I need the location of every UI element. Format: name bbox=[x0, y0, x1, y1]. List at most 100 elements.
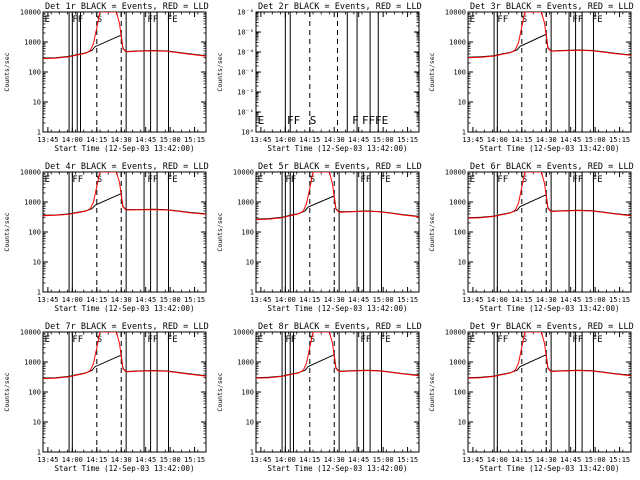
x-tick-label: 14:15 bbox=[299, 136, 320, 144]
marker-label: FF bbox=[497, 15, 508, 25]
y-tick-label: 1 bbox=[250, 449, 254, 457]
y-tick-label: 10000 bbox=[445, 329, 466, 337]
y-tick-label: 1 bbox=[37, 449, 41, 457]
x-tick-label: 14:00 bbox=[487, 136, 508, 144]
x-tick-label: 14:15 bbox=[299, 296, 320, 304]
panel-det-3r: Det 3r BLACK = Events, RED = LLD Counts/s… bbox=[428, 2, 634, 153]
marker-label: S bbox=[310, 114, 317, 127]
lld-series-line bbox=[43, 12, 206, 60]
plot-frame bbox=[42, 171, 207, 293]
x-tick-label: 14:30 bbox=[324, 296, 345, 304]
panel-title: Det 5r BLACK = Events, RED = LLD bbox=[258, 162, 422, 172]
y-tick-label: 100 bbox=[241, 389, 254, 397]
x-tick-label: 13:45 bbox=[37, 456, 58, 464]
marker-label: FF bbox=[572, 335, 583, 345]
x-tick-label: 14:30 bbox=[324, 456, 345, 464]
y-tick-label: 1 bbox=[462, 289, 466, 297]
marker-label: E bbox=[470, 15, 475, 25]
y-tick-label: 10000 bbox=[20, 169, 41, 177]
marker-label: E bbox=[258, 114, 265, 127]
x-axis-label: Start Time (12-Sep-03 13:42:00) bbox=[55, 144, 195, 153]
y-tick-label: 10000 bbox=[20, 329, 41, 337]
marker-label: FF bbox=[497, 175, 508, 185]
lld-series-line bbox=[256, 332, 419, 379]
y-tick-label: 1 bbox=[37, 289, 41, 297]
y-tick-label: 100 bbox=[453, 69, 466, 77]
marker-label: E bbox=[470, 175, 475, 185]
x-tick-label: 14:45 bbox=[560, 296, 581, 304]
plot-frame bbox=[467, 11, 632, 133]
x-tick-label: 15:15 bbox=[609, 296, 630, 304]
marker-label: FE bbox=[592, 335, 603, 345]
x-tick-label: 14:00 bbox=[487, 456, 508, 464]
x-tick-label: 13:45 bbox=[250, 296, 271, 304]
y-tick-label: 10⁻⁶ bbox=[237, 9, 254, 17]
plot-frame bbox=[42, 331, 207, 453]
x-tick-label: 14:30 bbox=[536, 296, 557, 304]
x-axis-label: Start Time (12-Sep-03 13:42:00) bbox=[480, 304, 620, 313]
panel-det-9r: Det 9r BLACK = Events, RED = LLD Counts/s… bbox=[428, 322, 634, 473]
x-tick-label: 14:30 bbox=[536, 136, 557, 144]
plot-frame bbox=[42, 11, 207, 133]
marker-label: F bbox=[352, 114, 359, 127]
x-tick-label: 14:45 bbox=[135, 136, 156, 144]
panel-title: Det 2r BLACK = Events, RED = LLD bbox=[258, 2, 422, 12]
x-tick-label: 14:45 bbox=[348, 296, 369, 304]
x-tick-label: 14:15 bbox=[511, 296, 532, 304]
y-tick-label: 1000 bbox=[449, 199, 466, 207]
x-tick-label: 14:00 bbox=[275, 296, 296, 304]
marker-label: FF bbox=[360, 335, 371, 345]
marker-label: E bbox=[45, 175, 50, 185]
panel-title: Det 9r BLACK = Events, RED = LLD bbox=[470, 322, 634, 332]
marker-label: FF bbox=[285, 175, 296, 185]
x-tick-label: 14:15 bbox=[86, 296, 107, 304]
marker-label: S bbox=[310, 175, 315, 185]
marker-label: FE bbox=[380, 175, 391, 185]
x-tick-label: 15:15 bbox=[609, 456, 630, 464]
y-tick-label: 10 bbox=[458, 99, 466, 107]
marker-label: S bbox=[310, 335, 315, 345]
lld-series-line bbox=[468, 172, 631, 219]
x-tick-label: 14:15 bbox=[511, 136, 532, 144]
marker-label: FF bbox=[72, 335, 83, 345]
panel-title: Det 7r BLACK = Events, RED = LLD bbox=[45, 322, 209, 332]
y-tick-label: 1 bbox=[37, 129, 41, 137]
y-axis-label: Counts/sec bbox=[3, 52, 11, 91]
marker-label: FF bbox=[360, 175, 371, 185]
x-axis-label: Start Time (12-Sep-03 13:42:00) bbox=[480, 144, 620, 153]
panel-det-6r: Det 6r BLACK = Events, RED = LLD Counts/s… bbox=[428, 162, 634, 313]
y-tick-label: 100 bbox=[453, 389, 466, 397]
y-tick-label: 100 bbox=[28, 69, 41, 77]
x-tick-label: 14:45 bbox=[560, 136, 581, 144]
x-tick-label: 14:45 bbox=[560, 456, 581, 464]
y-tick-label: 10 bbox=[33, 99, 41, 107]
x-tick-label: 13:45 bbox=[37, 136, 58, 144]
panel-title: Det 3r BLACK = Events, RED = LLD bbox=[470, 2, 634, 12]
marker-label: E bbox=[45, 335, 50, 345]
marker-label: FF bbox=[147, 15, 158, 25]
marker-label: FF bbox=[285, 335, 296, 345]
y-tick-label: 1000 bbox=[449, 359, 466, 367]
panel-title: Det 1r BLACK = Events, RED = LLD bbox=[45, 2, 209, 12]
x-tick-label: 13:45 bbox=[250, 136, 271, 144]
x-axis-label: Start Time (12-Sep-03 13:42:00) bbox=[268, 304, 408, 313]
x-tick-label: 14:15 bbox=[86, 456, 107, 464]
y-axis-label: Counts/sec bbox=[216, 52, 224, 91]
x-axis-label: Start Time (12-Sep-03 13:42:00) bbox=[55, 464, 195, 473]
x-tick-label: 15:00 bbox=[373, 136, 394, 144]
x-tick-label: 14:30 bbox=[324, 136, 345, 144]
panel-det-2r: Det 2r BLACK = Events, RED = LLD Counts/s… bbox=[216, 2, 422, 153]
y-tick-label: 1000 bbox=[449, 39, 466, 47]
marker-label: FF bbox=[72, 15, 83, 25]
y-tick-label: 100 bbox=[28, 389, 41, 397]
panel-det-7r: Det 7r BLACK = Events, RED = LLD Counts/s… bbox=[3, 322, 209, 473]
y-tick-label: 10⁰ bbox=[241, 129, 254, 137]
marker-label: FE bbox=[592, 175, 603, 185]
y-axis-label: Counts/sec bbox=[216, 212, 224, 251]
y-tick-label: 10000 bbox=[445, 169, 466, 177]
marker-label: E bbox=[470, 335, 475, 345]
y-tick-label: 10000 bbox=[233, 169, 254, 177]
marker-label: S bbox=[97, 175, 102, 185]
marker-label: E bbox=[258, 335, 263, 345]
x-tick-label: 13:45 bbox=[37, 296, 58, 304]
